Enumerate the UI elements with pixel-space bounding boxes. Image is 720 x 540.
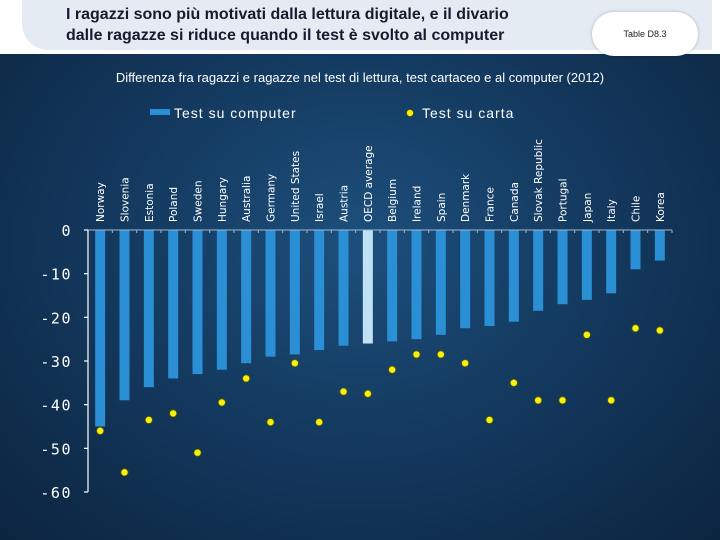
category-label: Japan (582, 193, 594, 223)
legend-label-paper: Test su carta (422, 105, 514, 121)
marker-paper (388, 365, 397, 374)
slide-title: I ragazzi sono più motivati dalla lettur… (66, 4, 586, 46)
y-tick-label: 0 (61, 222, 72, 240)
marker-paper (582, 330, 591, 339)
category-label: France (485, 187, 497, 222)
bar-computer (168, 230, 179, 379)
marker-paper (315, 418, 324, 427)
legend-marker-paper (406, 109, 414, 117)
y-tick-label: -30 (40, 353, 72, 371)
bar-computer (630, 230, 641, 270)
marker-paper (485, 415, 494, 424)
bar-computer (484, 230, 495, 327)
marker-paper (290, 359, 299, 368)
bar-computer (192, 230, 203, 375)
category-label: Austria (339, 185, 351, 222)
header-bar: I ragazzi sono più motivati dalla lettur… (0, 0, 720, 56)
category-label: Portugal (558, 179, 570, 223)
marker-paper (169, 409, 178, 418)
bar-computer (338, 230, 349, 346)
category-label: Chile (631, 196, 643, 222)
category-label: United States (290, 151, 302, 222)
y-tick-label: -50 (40, 440, 72, 458)
category-label: Estonia (144, 183, 156, 222)
marker-paper (607, 396, 616, 405)
bar-computer (216, 230, 227, 370)
marker-paper (144, 415, 153, 424)
marker-paper (193, 448, 202, 457)
category-label: Slovak Republic (533, 139, 545, 222)
category-label: Norway (95, 182, 107, 222)
legend-swatch-computer (150, 109, 170, 115)
marker-paper (631, 324, 640, 333)
marker-paper (534, 396, 543, 405)
category-label: Hungary (217, 177, 229, 222)
marker-paper (436, 350, 445, 359)
category-label: Denmark (460, 173, 472, 222)
bar-computer (435, 230, 446, 335)
bar-computer (362, 230, 373, 344)
category-label: Canada (509, 182, 521, 222)
marker-paper (339, 387, 348, 396)
category-label: Ireland (412, 186, 424, 222)
bar-computer (95, 230, 106, 427)
marker-paper (96, 426, 105, 435)
marker-paper (461, 359, 470, 368)
bar-computer (387, 230, 398, 342)
marker-paper (558, 396, 567, 405)
bar-computer (119, 230, 130, 401)
bar-computer (654, 230, 665, 261)
category-label: Spain (436, 193, 448, 222)
marker-paper (120, 468, 129, 477)
legend-label-computer: Test su computer (174, 105, 297, 121)
bar-computer (533, 230, 544, 311)
marker-paper (412, 350, 421, 359)
bar-computer (265, 230, 276, 357)
category-label: OECD average (363, 145, 375, 222)
marker-paper (655, 326, 664, 335)
y-tick-label: -10 (40, 266, 72, 284)
bar-computer (143, 230, 154, 388)
category-label: Poland (168, 187, 180, 222)
slide-title-line-1: I ragazzi sono più motivati dalla lettur… (66, 6, 509, 23)
marker-paper (242, 374, 251, 383)
category-label: Korea (655, 192, 667, 222)
table-label-badge: Table D8.3 (592, 12, 698, 56)
bar-computer (460, 230, 471, 329)
marker-paper (363, 389, 372, 398)
bar-computer (508, 230, 519, 322)
category-label: Germany (266, 174, 278, 222)
category-label: Australia (241, 176, 253, 222)
marker-paper (217, 398, 226, 407)
table-label: Table D8.3 (623, 29, 667, 39)
bar-computer (314, 230, 325, 351)
bar-computer (289, 230, 300, 355)
marker-paper (509, 378, 518, 387)
category-label: Israel (314, 193, 326, 222)
bar-computer (606, 230, 617, 294)
category-label: Sweden (193, 181, 205, 223)
slide-title-line-2: dalle ragazze si riduce quando il test è… (66, 27, 505, 44)
y-tick-label: -60 (40, 484, 72, 502)
chart-title: Differenza fra ragazzi e ragazze nel tes… (115, 70, 605, 85)
category-label: Belgium (387, 179, 399, 222)
bar-computer (557, 230, 568, 305)
y-tick-label: -20 (40, 309, 72, 327)
bar-computer (241, 230, 252, 364)
category-label: Italy (606, 199, 618, 222)
bar-computer (581, 230, 592, 300)
marker-paper (266, 418, 275, 427)
bar-computer (411, 230, 422, 340)
category-label: Slovenia (120, 177, 132, 222)
y-tick-label: -40 (40, 397, 72, 415)
